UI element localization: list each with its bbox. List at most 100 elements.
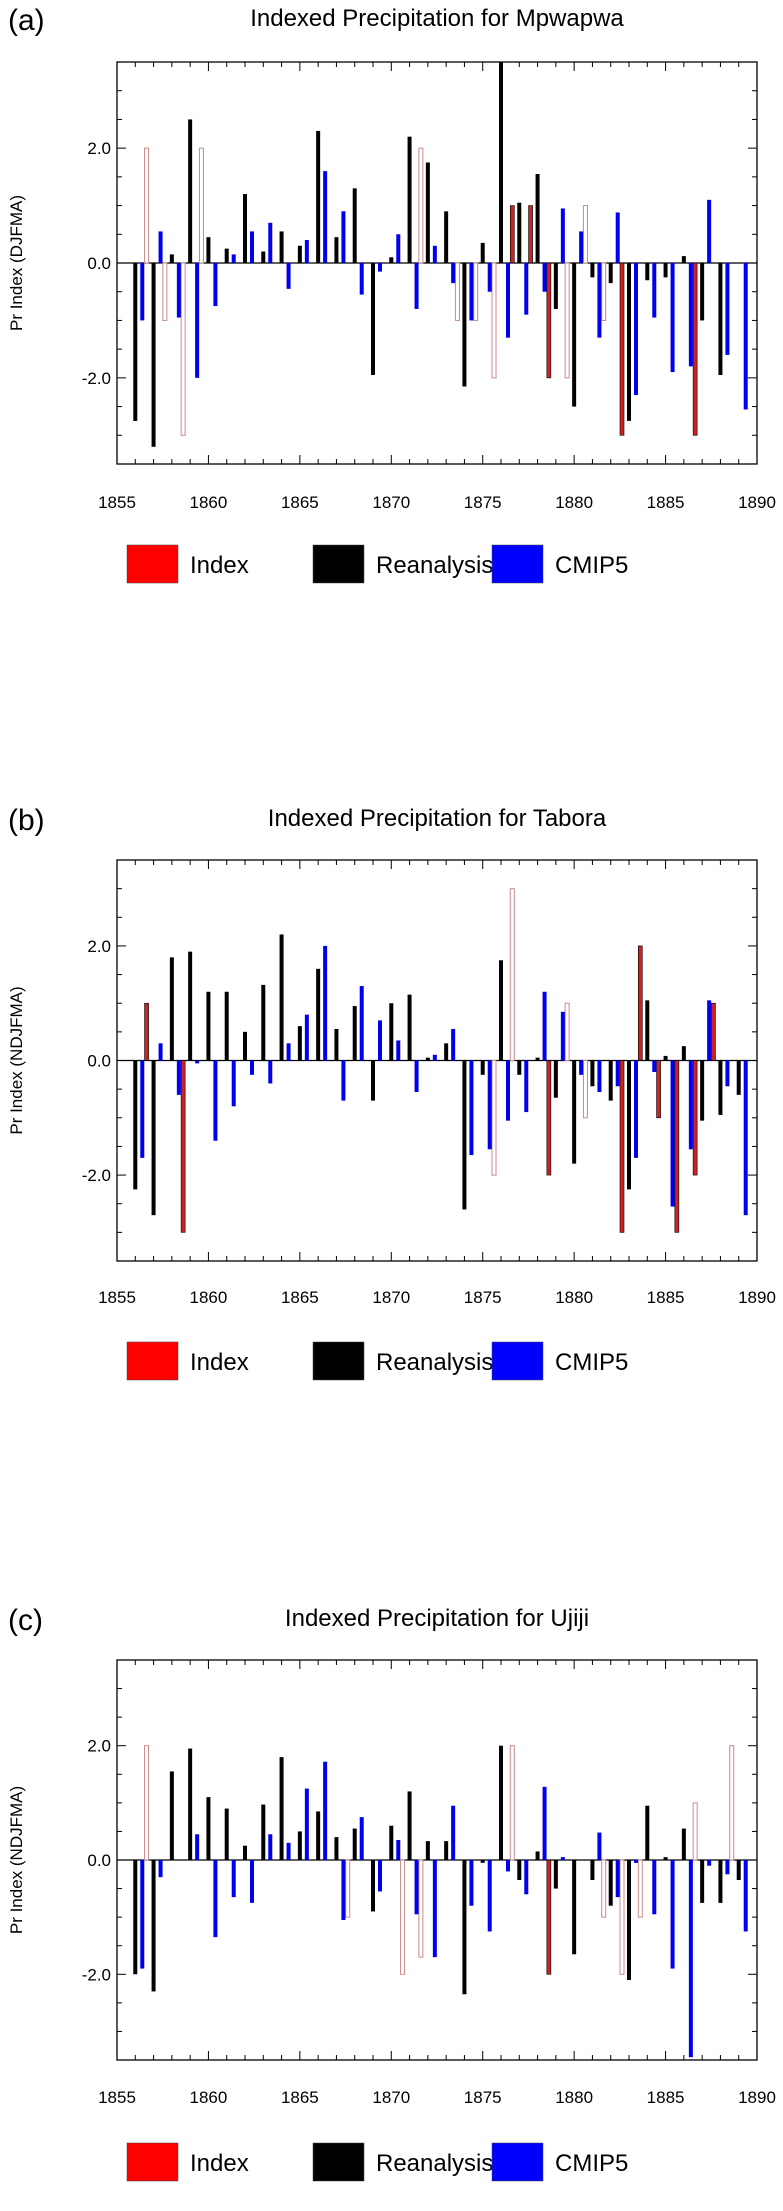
bar-cmip5-1869	[378, 1020, 382, 1061]
x-tick-label: 1875	[464, 1288, 502, 1307]
bar-reanalysis-1882	[608, 1860, 613, 1906]
bar-cmip5-1881	[597, 1060, 602, 1093]
legend-label-cmip5: CMIP5	[555, 2150, 628, 2177]
bar-index-1877	[509, 205, 515, 264]
bar-cmip5-1867	[341, 1860, 346, 1920]
bar-cmip5-1856	[140, 1060, 145, 1158]
legend-swatch-index	[126, 1341, 179, 1381]
x-tick-label: 1870	[372, 2088, 410, 2107]
bar-index-1859	[180, 262, 186, 436]
bar-reanalysis-1884	[645, 1000, 650, 1061]
bar-reanalysis-1879	[553, 263, 558, 309]
bar-reanalysis-1881	[590, 263, 595, 278]
bar-cmip5-1885	[670, 1860, 675, 1969]
bar-cmip5-1880	[579, 231, 584, 263]
bar-cmip5-1885	[670, 263, 675, 373]
bar-reanalysis-1877	[517, 1860, 522, 1880]
bar-cmip5-1887	[707, 1860, 712, 1866]
x-tick-label: 1855	[98, 493, 136, 512]
panel-label: (a)	[8, 4, 45, 37]
bar-index-1887	[692, 262, 698, 436]
bar-reanalysis-1868	[352, 1006, 357, 1061]
bar-index-1879	[546, 1859, 552, 1975]
bar-reanalysis-1860	[206, 1797, 211, 1860]
bar-cmip5-1886	[688, 1860, 693, 2058]
bar-reanalysis-1880	[572, 263, 577, 407]
bar-cmip5-1873	[451, 1028, 456, 1061]
bar-cmip5-1861	[231, 1860, 236, 1898]
bar-reanalysis-1871	[407, 136, 412, 263]
bar-reanalysis-1862	[243, 1845, 247, 1860]
bar-cmip5-1857	[158, 231, 163, 263]
y-tick-label: -2.0	[82, 1965, 111, 1984]
bar-index-1857	[144, 1002, 149, 1061]
x-tick-label: 1875	[464, 493, 502, 512]
bar-cmip5-1866	[323, 945, 328, 1061]
bar-reanalysis-1859	[188, 1748, 193, 1860]
bar-cmip5-1856	[140, 1860, 145, 1969]
bar-reanalysis-1862	[243, 1031, 247, 1061]
bar-cmip5-1856	[140, 263, 145, 321]
bar-reanalysis-1875	[480, 1060, 485, 1075]
x-tick-label: 1860	[190, 2088, 228, 2107]
x-tick-label: 1890	[738, 2088, 776, 2107]
y-tick-label: 0.0	[87, 254, 111, 273]
bar-reanalysis-1876	[499, 960, 503, 1061]
y-tick-label: 2.0	[87, 1737, 111, 1756]
x-tick-label: 1885	[647, 2088, 685, 2107]
bar-cmip5-1886	[688, 1060, 693, 1150]
bar-cmip5-1860	[213, 1060, 218, 1141]
y-tick-label: 2.0	[87, 139, 111, 158]
bar-reanalysis-1878	[535, 1057, 540, 1061]
bar-cmip5-1868	[359, 263, 364, 295]
bar-cmip5-1868	[359, 1817, 364, 1860]
bar-reanalysis-1889	[736, 1060, 741, 1095]
bar-cmip5-1881	[597, 263, 602, 338]
bar-cmip5-1878	[542, 263, 547, 292]
x-tick-label: 1855	[98, 2088, 136, 2107]
bar-reanalysis-1868	[352, 1828, 357, 1860]
bar-reanalysis-1874	[462, 1060, 467, 1210]
bar-index-1877	[509, 888, 515, 1062]
legend-label-index: Index	[190, 552, 249, 579]
y-axis-label: Pr Index (NDJFMA)	[7, 1786, 26, 1934]
legend-swatch-index	[126, 2142, 179, 2182]
bar-cmip5-1875	[487, 263, 492, 292]
bar-reanalysis-1872	[425, 162, 430, 263]
x-tick-label: 1855	[98, 1288, 136, 1307]
bar-cmip5-1865	[304, 1788, 309, 1860]
legend-label-reanalysis: Reanalysis	[376, 1349, 493, 1376]
bar-reanalysis-1884	[645, 263, 650, 281]
bar-cmip5-1872	[432, 1860, 437, 1958]
bar-reanalysis-1861	[224, 1808, 229, 1860]
bar-cmip5-1888	[725, 263, 730, 355]
bar-reanalysis-1887	[700, 263, 705, 321]
bar-reanalysis-1885	[663, 1055, 668, 1061]
bar-cmip5-1860	[213, 1860, 218, 1938]
legend-label-reanalysis: Reanalysis	[376, 2150, 493, 2177]
bar-cmip5-1860	[213, 263, 218, 307]
bar-index-1868	[345, 1859, 351, 1918]
bar-cmip5-1864	[286, 1842, 291, 1860]
bar-cmip5-1875	[487, 1060, 492, 1150]
bar-cmip5-1879	[560, 208, 565, 263]
chart-title: Indexed Precipitation for Ujiji	[285, 1605, 589, 1632]
bar-cmip5-1869	[378, 263, 382, 272]
bar-cmip5-1880	[579, 1060, 584, 1075]
bar-reanalysis-1887	[700, 1060, 705, 1121]
bar-cmip5-1873	[451, 1805, 456, 1860]
bar-cmip5-1874	[469, 1860, 474, 1906]
x-tick-label: 1890	[738, 493, 776, 512]
bar-cmip5-1883	[634, 1060, 638, 1158]
bar-reanalysis-1885	[663, 1857, 668, 1860]
legend-swatch-index	[126, 544, 179, 584]
bar-reanalysis-1883	[627, 263, 631, 421]
bar-cmip5-1884	[652, 1860, 657, 1915]
bar-cmip5-1862	[250, 1060, 254, 1075]
bar-reanalysis-1857	[151, 1860, 156, 1992]
bar-cmip5-1876	[506, 1860, 510, 1872]
bar-cmip5-1859	[195, 1834, 200, 1860]
bar-cmip5-1866	[323, 1761, 328, 1860]
bar-cmip5-1862	[250, 1860, 254, 1903]
bar-reanalysis-1888	[718, 1860, 723, 1903]
